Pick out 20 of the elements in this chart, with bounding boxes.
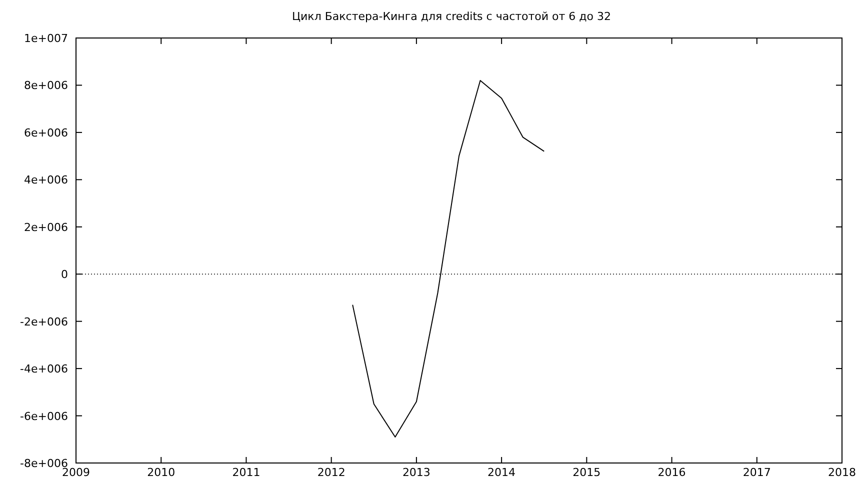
y-tick-label: -2e+006 bbox=[20, 315, 68, 328]
y-tick-label: -6e+006 bbox=[20, 410, 68, 423]
y-tick-label: -4e+006 bbox=[20, 362, 68, 376]
x-tick-label: 2012 bbox=[317, 466, 346, 479]
y-tick-label: 1e+007 bbox=[24, 32, 68, 45]
y-tick-label: 2e+006 bbox=[24, 220, 68, 234]
y-tick-label: 0 bbox=[61, 268, 68, 282]
x-tick-label: 2010 bbox=[147, 466, 176, 479]
x-tick-label: 2011 bbox=[232, 466, 260, 479]
y-tick-label: 4e+006 bbox=[24, 174, 68, 187]
x-tick-label: 2015 bbox=[572, 466, 601, 479]
x-tick-label: 2009 bbox=[62, 466, 90, 479]
x-tick-label: 2016 bbox=[658, 466, 686, 479]
y-tick-label: 6e+006 bbox=[24, 126, 68, 140]
x-tick-label: 2017 bbox=[742, 466, 771, 479]
x-tick-label: 2013 bbox=[402, 466, 430, 479]
chart-title: Цикл Бакстера-Кинга для credits с частотой от 6 до 32 bbox=[292, 10, 612, 23]
y-tick-label: 8e+006 bbox=[24, 79, 68, 92]
x-tick-label: 2014 bbox=[488, 466, 516, 479]
x-tick-label: 2018 bbox=[828, 466, 856, 479]
